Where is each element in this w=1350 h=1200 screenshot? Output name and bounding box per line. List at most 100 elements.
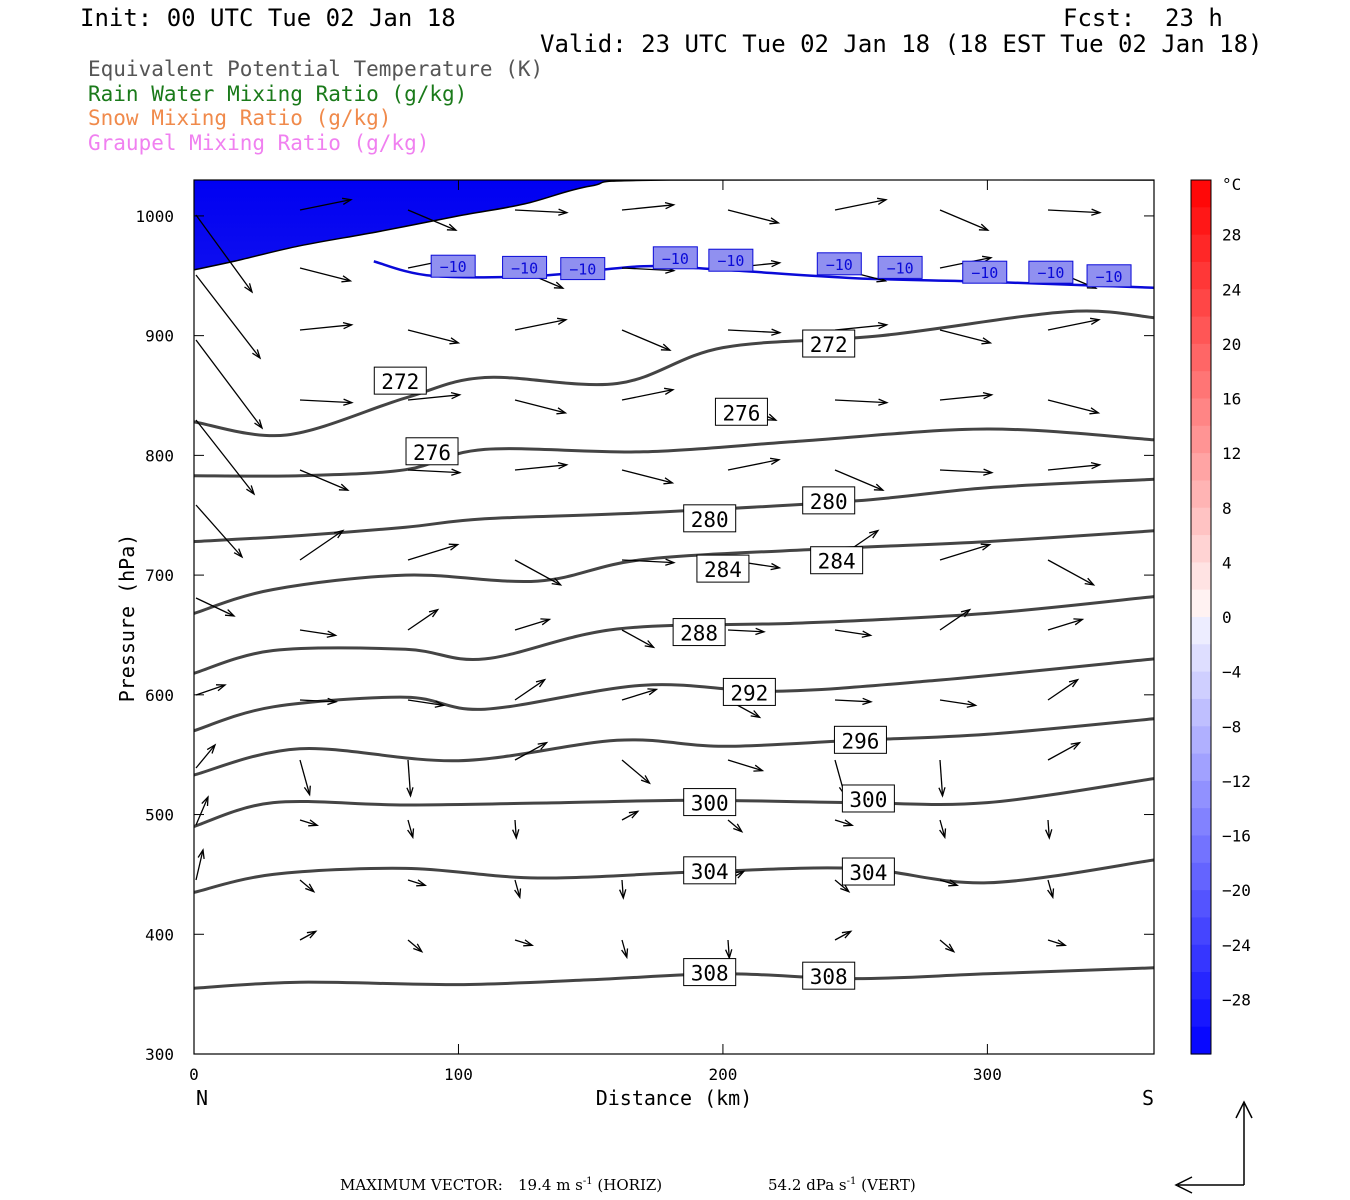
colorbar-tick-label: 16: [1222, 390, 1241, 409]
wind-vector: [834, 629, 873, 638]
valid-label: Valid: 23 UTC Tue 02 Jan 18 (18 EST Tue …: [540, 30, 1263, 58]
contour-label: 272: [381, 370, 419, 394]
colorbar-swatch: [1191, 835, 1211, 864]
colorbar-tick-label: 20: [1222, 335, 1241, 354]
colorbar-swatch: [1191, 862, 1211, 891]
wind-vector: [725, 939, 733, 960]
x-tick-label: 100: [444, 1065, 473, 1084]
contour-label: 272: [810, 333, 848, 357]
colorbar-swatch: [1191, 999, 1211, 1028]
colorbar-swatch: [1191, 753, 1211, 782]
colorbar-swatch: [1191, 535, 1211, 563]
wind-vector: [195, 339, 264, 430]
plot-frame: [193, 179, 1155, 1055]
colorbar-swatch: [1191, 180, 1211, 208]
contour-label-box: [672, 618, 726, 647]
wind-vector: [299, 629, 338, 638]
x-tick-label: 200: [708, 1065, 737, 1084]
wind-vector: [512, 819, 520, 840]
contour-label: 300: [691, 792, 729, 816]
y-tick-label: 400: [145, 925, 174, 944]
colorbar-swatch: [1191, 425, 1211, 454]
isotherm-label-box: [652, 246, 698, 270]
wind-vector: [195, 743, 217, 769]
isotherm-label: −10: [662, 250, 689, 268]
contour-label-box: [841, 857, 895, 886]
contour-label-box: [696, 554, 750, 583]
wind-vector: [939, 819, 947, 840]
wind-vector: [621, 759, 651, 785]
colorbar-swatch: [1191, 207, 1211, 236]
colorbar-swatch: [1191, 507, 1211, 536]
wind-vector: [939, 699, 978, 708]
colorbar-swatch: [1191, 780, 1211, 809]
contour-label: 284: [704, 558, 742, 582]
wind-vector: [407, 608, 440, 631]
colorbar-tick-label: 12: [1222, 444, 1241, 463]
wind-vector: [406, 759, 414, 798]
colorbar-swatch: [1191, 453, 1211, 482]
wind-vector: [621, 629, 656, 649]
max-vector-label: MAXIMUM VECTOR:: [340, 1176, 503, 1194]
colorbar-swatch: [1191, 343, 1211, 372]
contour-label-box: [810, 546, 864, 575]
wind-vector: [407, 468, 462, 476]
colorbar-tick-label: −28: [1222, 990, 1251, 1009]
theta-e-contour-272: [194, 309, 1154, 438]
wind-vector: [195, 419, 256, 496]
colorbar-frame: [1190, 179, 1212, 1055]
wind-vector: [834, 197, 888, 211]
isotherm-label-box: [560, 257, 606, 281]
wind-vector: [299, 267, 353, 283]
wind-vector: [514, 208, 569, 216]
wind-vector: [834, 469, 885, 491]
wind-vector: [834, 819, 855, 827]
wind-vector: [939, 608, 972, 631]
colorbar-swatch: [1191, 1026, 1211, 1055]
wind-vector: [299, 529, 345, 561]
contour-label: 276: [722, 401, 760, 425]
y-tick-label: 700: [145, 566, 174, 585]
wind-vector: [299, 697, 338, 706]
wind-vector: [407, 699, 446, 708]
wind-vector: [939, 391, 994, 401]
isotherm-label: −10: [1037, 264, 1064, 282]
isotherm-label: −10: [569, 261, 596, 279]
wind-vector: [727, 819, 744, 833]
wind-vector: [299, 197, 353, 211]
wind-vector: [939, 209, 990, 231]
wind-vector: [621, 558, 676, 566]
wind-vector: [621, 469, 675, 485]
y-tick-label: 600: [145, 686, 174, 705]
contour-label-box: [714, 397, 768, 426]
colorbar-tick-label: 28: [1222, 226, 1241, 245]
wind-vector: [939, 879, 960, 887]
wind-vector: [727, 759, 765, 772]
wind-vector: [621, 810, 640, 821]
colorbar-swatch: [1191, 371, 1211, 400]
fcst-label: Fcst:: [1063, 4, 1136, 32]
colorbar-swatch: [1191, 562, 1211, 591]
wind-vector: [1047, 741, 1082, 761]
contour-label: 284: [818, 550, 856, 574]
wind-vector: [195, 848, 205, 881]
colorbar-swatch: [1191, 972, 1211, 1000]
wind-vector: [407, 391, 462, 401]
theta-e-contour-284: [194, 529, 1154, 615]
wind-vector: [514, 879, 522, 900]
legend-snow: Snow Mixing Ratio (g/kg): [88, 106, 392, 130]
wind-vector: [619, 879, 627, 900]
wind-vector: [939, 939, 956, 953]
isotherm-label: −10: [440, 258, 467, 276]
theta-e-contour-296: [194, 717, 1154, 777]
theta-e-contour-300: [194, 777, 1154, 828]
wind-vector: [621, 939, 629, 960]
wind-vector: [621, 688, 659, 701]
wind-vector: [1047, 879, 1055, 900]
theta-e-contour-304: [194, 858, 1154, 894]
colorbar-swatch: [1191, 726, 1211, 755]
wind-vector: [514, 741, 549, 761]
y-axis-title: Pressure (hPa): [115, 534, 139, 703]
wind-vector: [1045, 819, 1053, 840]
wind-vector: [407, 543, 460, 561]
